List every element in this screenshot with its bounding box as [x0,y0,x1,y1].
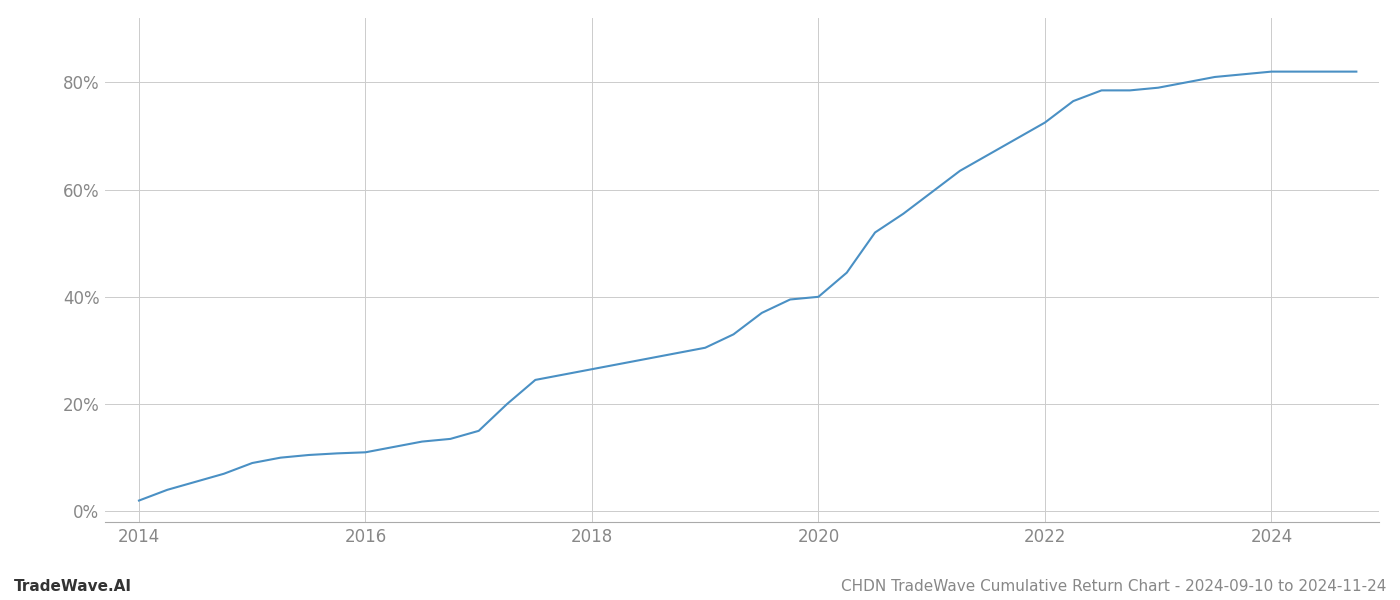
Text: CHDN TradeWave Cumulative Return Chart - 2024-09-10 to 2024-11-24: CHDN TradeWave Cumulative Return Chart -… [840,579,1386,594]
Text: TradeWave.AI: TradeWave.AI [14,579,132,594]
